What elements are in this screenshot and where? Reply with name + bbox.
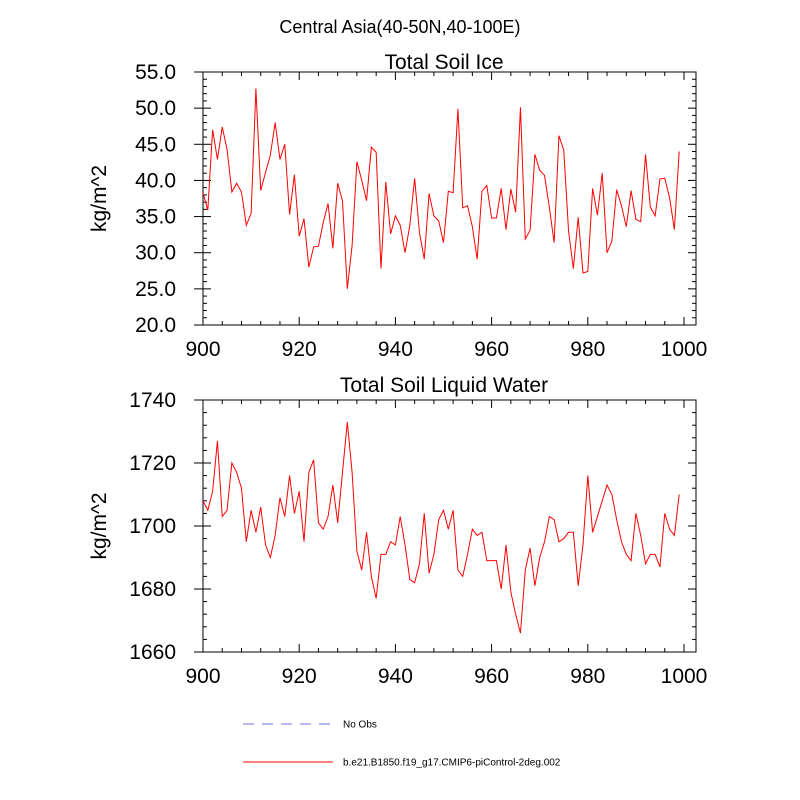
y-tick-label: 30.0 — [135, 242, 176, 265]
y-tick-label: 50.0 — [135, 97, 176, 120]
x-tick-label: 1000 — [661, 665, 708, 688]
y-axis-label: kg/m^2 — [88, 165, 111, 232]
y-tick-label: 1700 — [129, 515, 176, 538]
y-tick-label: 40.0 — [135, 169, 176, 192]
x-tick-label: 900 — [185, 338, 220, 361]
panel-total-soil-liquid-water: Total Soil Liquid Water kg/m^2 900 920 940 96… — [88, 374, 707, 688]
y-tick-label: 25.0 — [135, 278, 176, 301]
y-tick-label: 1660 — [129, 641, 176, 664]
legend-label-model: b.e21.B1850.f19_g17.CMIP6-piControl-2deg… — [343, 758, 561, 769]
series-line — [202, 88, 680, 289]
y-tick-label: 45.0 — [135, 133, 176, 156]
x-tick-label: 900 — [185, 665, 220, 688]
x-tick-label: 980 — [570, 338, 605, 361]
legend-label-no-obs: No Obs — [343, 720, 377, 731]
y-axis-label: kg/m^2 — [88, 492, 111, 559]
series-line — [202, 422, 680, 634]
x-tick-label: 940 — [378, 665, 413, 688]
y-tick-label: 1680 — [129, 578, 176, 601]
y-tick-label: 35.0 — [135, 206, 176, 229]
plot-frame — [202, 71, 697, 326]
x-tick-label: 960 — [474, 338, 509, 361]
x-tick-label: 940 — [378, 338, 413, 361]
x-tick-label: 980 — [570, 665, 605, 688]
y-tick-label: 20.0 — [135, 314, 176, 337]
panel-title: Total Soil Liquid Water — [340, 374, 548, 397]
x-tick-label: 920 — [282, 665, 317, 688]
x-tick-label: 960 — [474, 665, 509, 688]
panel-total-soil-ice: Total Soil Ice kg/m^2 900 920 940 960 980 1000 2… — [88, 51, 707, 361]
panel-title: Total Soil Ice — [384, 51, 503, 74]
legend: No Obs b.e21.B1850.f19_g17.CMIP6-piContr… — [243, 720, 561, 769]
y-tick-label: 55.0 — [135, 61, 176, 84]
y-tick-label: 1740 — [129, 389, 176, 412]
figure-title: Central Asia(40-50N,40-100E) — [279, 17, 520, 37]
y-tick-label: 1720 — [129, 452, 176, 475]
x-tick-label: 920 — [282, 338, 317, 361]
x-tick-label: 1000 — [661, 338, 708, 361]
